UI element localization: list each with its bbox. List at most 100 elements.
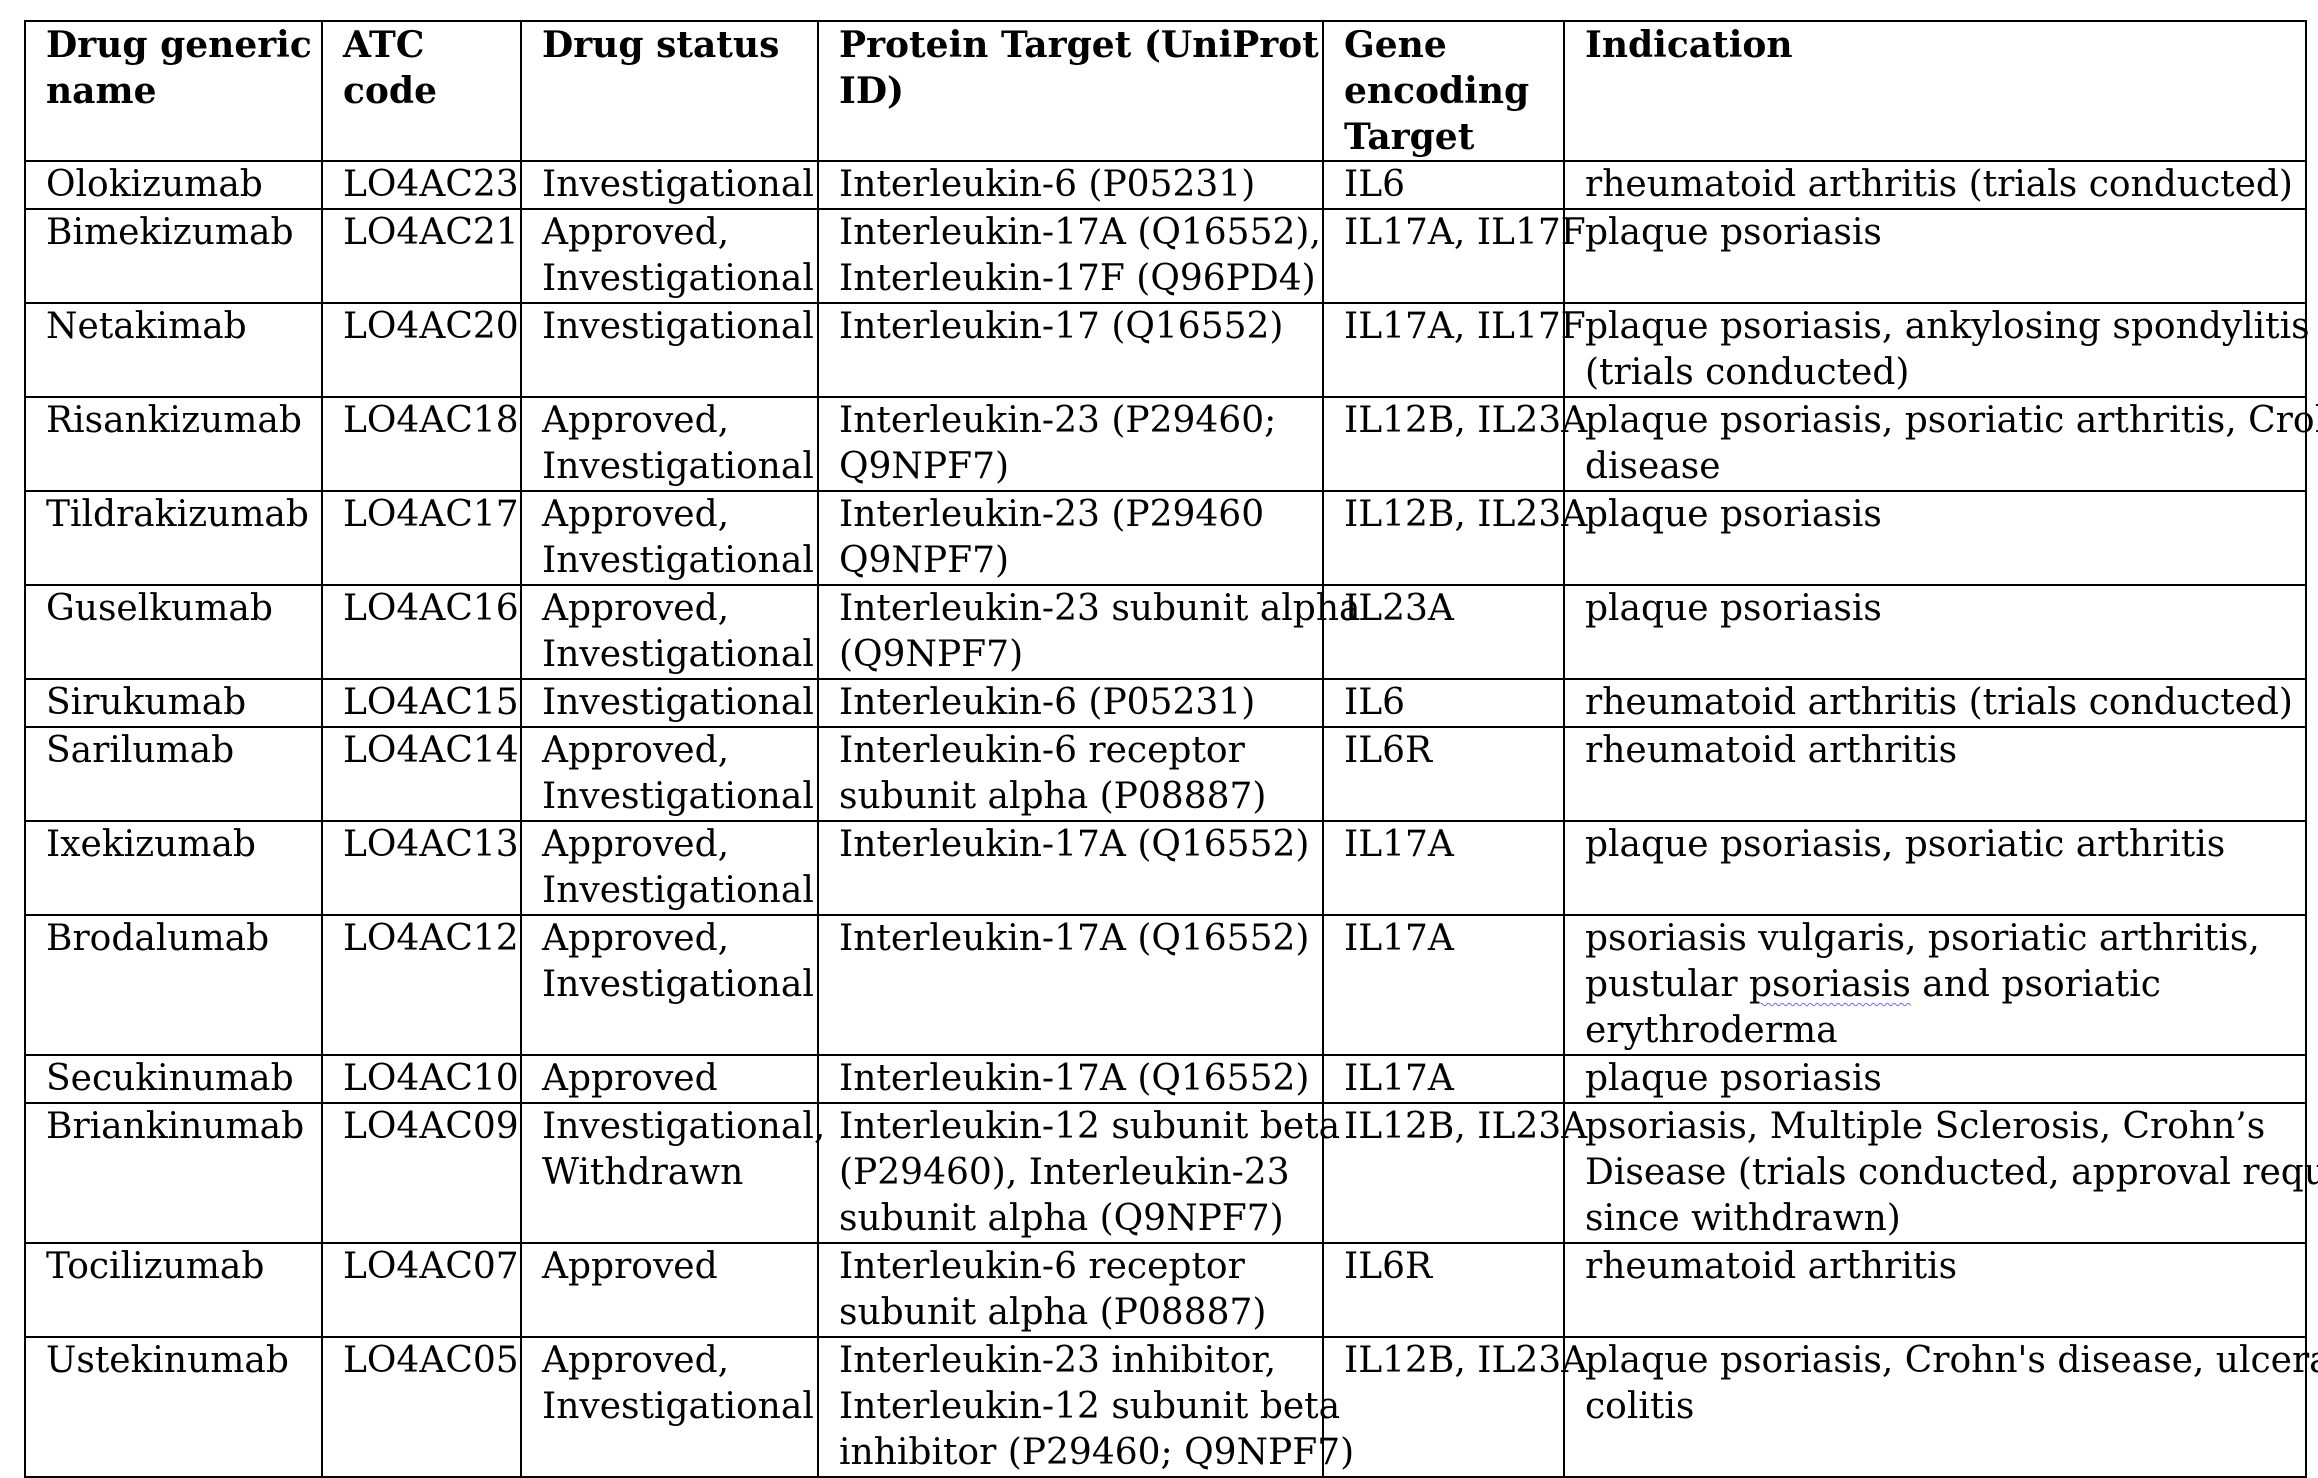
cell-text: LO4AC23 [343,164,519,205]
cell-indication: plaque psoriasis [1563,208,2307,304]
cell-indication: rheumatoid arthritis [1563,1242,2307,1338]
cell-drug-name: Tildrakizumab [24,490,323,586]
header-text: Drug status [542,24,780,66]
cell-text: psoriasis, Multiple Sclerosis, Crohn’s [1585,1106,2266,1147]
cell-text: IL12B, IL23A [1344,1340,1588,1381]
header-text: Drug generic [46,24,312,66]
table-header-row: Drug generic name ATC code Drug status Protei… [24,20,2307,162]
cell-text: (Q9NPF7) [839,634,1024,675]
cell-text: Investigational [542,964,814,1005]
cell-drug-status: Investigational, Withdrawn [520,1102,826,1244]
cell-text: plaque psoriasis [1585,588,1882,629]
header-text: Target [1344,116,1475,158]
cell-drug-status: Approved, Investigational [520,820,819,916]
cell-text: IL6 [1344,682,1406,723]
cell-text: (P29460), Interleukin-23 [839,1152,1290,1193]
cell-text: Interleukin-6 (P05231) [839,682,1256,723]
cell-gene-target: IL12B, IL23A [1322,1102,1587,1244]
table-row: Risankizumab LO4AC18 Approved, Investigatio… [24,396,2318,492]
cell-text: Interleukin-23 (P29460 [839,494,1265,535]
cell-text: Investigational [542,634,814,675]
cell-text: Interleukin-12 subunit beta [839,1386,1341,1427]
cell-gene-target: IL17A, IL17F [1322,302,1586,398]
cell-atc-code: LO4AC13 [321,820,522,916]
cell-text: Interleukin-6 receptor [839,1246,1245,1287]
cell-drug-name: Sarilumab [24,726,323,822]
cell-text: Interleukin-23 inhibitor, [839,1340,1277,1381]
cell-atc-code: LO4AC23 [321,160,522,210]
header-drug-status: Drug status [520,20,819,162]
cell-drug-status: Investigational [520,160,819,210]
cell-text: Secukinumab [46,1058,294,1099]
cell-text: Interleukin-12 subunit beta [839,1106,1341,1147]
table-row: Sarilumab LO4AC14 Approved, Investigational… [24,726,2307,822]
cell-text: Approved, [542,1340,730,1381]
cell-text: plaque psoriasis, Crohn's disease, ulcer… [1585,1340,2318,1381]
cell-drug-status: Investigational [520,678,819,728]
cell-text: erythroderma [1585,1010,1838,1051]
cell-text: Approved, [542,400,730,441]
cell-text: rheumatoid arthritis [1585,1246,1958,1287]
cell-text: LO4AC16 [343,588,519,629]
cell-text: Interleukin-17A (Q16552) [839,918,1310,959]
cell-drug-name: Bimekizumab [24,208,323,304]
cell-text: Investigational, [542,1106,826,1147]
cell-text: IL23A [1344,588,1454,629]
cell-text: Approved, [542,918,730,959]
header-text: code [343,70,438,112]
cell-indication: plaque psoriasis, Crohn's disease, ulcer… [1563,1336,2318,1478]
cell-text: IL17A, IL17F [1344,212,1586,253]
cell-text: Approved, [542,824,730,865]
cell-gene-target: IL12B, IL23A [1322,490,1587,586]
cell-text: rheumatoid arthritis (trials conducted) [1585,164,2293,205]
cell-text: Investigational [542,258,814,299]
cell-drug-status: Approved, Investigational [520,584,819,680]
cell-protein-target: Interleukin-6 (P05231) [817,160,1324,210]
cell-drug-name: Ixekizumab [24,820,323,916]
cell-text: rheumatoid arthritis [1585,730,1958,771]
cell-text: LO4AC18 [343,400,519,441]
cell-indication: plaque psoriasis [1563,1054,2307,1104]
cell-gene-target: IL17A [1322,914,1565,1056]
cell-drug-status: Approved, Investigational [520,914,819,1056]
table-row: Sirukumab LO4AC15 Investigational Interleuk… [24,678,2307,728]
cell-drug-name: Secukinumab [24,1054,323,1104]
cell-text: disease [1585,446,1721,487]
cell-text: Interleukin-17 (Q16552) [839,306,1284,347]
cell-text: Approved [542,1246,718,1287]
cell-drug-status: Approved [520,1054,819,1104]
cell-protein-target: Interleukin-6 (P05231) [817,678,1324,728]
cell-text: LO4AC14 [343,730,519,771]
cell-text: Investigational [542,540,814,581]
cell-text: IL17A, IL17F [1344,306,1586,347]
cell-text: IL6 [1344,164,1406,205]
table-row: Ustekinumab LO4AC05 Approved, Investigation… [24,1336,2318,1478]
table-row: Guselkumab LO4AC16 Approved, Investigationa… [24,584,2307,680]
cell-protein-target: Interleukin-17A (Q16552) [817,1054,1324,1104]
cell-atc-code: LO4AC09 [321,1102,522,1244]
header-text: ID) [839,70,905,112]
cell-text: Disease (trials conducted, approval requ… [1585,1152,2318,1193]
cell-protein-target: Interleukin-17A (Q16552), Interleukin-17F… [817,208,1324,304]
header-text: Protein Target (UniProt [839,24,1319,66]
cell-text: Approved, [542,494,730,535]
cell-indication: plaque psoriasis, psoriatic arthritis, C… [1563,396,2318,492]
table-row: Secukinumab LO4AC10 Approved Interleukin-17… [24,1054,2307,1104]
cell-atc-code: LO4AC20 [321,302,522,398]
cell-atc-code: LO4AC10 [321,1054,522,1104]
cell-text: Investigational [542,1386,814,1427]
cell-text: Bimekizumab [46,212,294,253]
table-row: Netakimab LO4AC20 Investigational Interleuk… [24,302,2310,398]
table-row: Ixekizumab LO4AC13 Approved, Investigationa… [24,820,2307,916]
cell-text: Ixekizumab [46,824,256,865]
table-row: Tildrakizumab LO4AC17 Approved, Investigati… [24,490,2307,586]
cell-drug-name: Brodalumab [24,914,323,1056]
cell-atc-code: LO4AC12 [321,914,522,1056]
cell-atc-code: LO4AC15 [321,678,522,728]
cell-text: Investigational [542,164,814,205]
cell-atc-code: LO4AC05 [321,1336,522,1478]
cell-drug-status: Approved, Investigational [520,396,819,492]
cell-drug-status: Investigational [520,302,819,398]
cell-atc-code: LO4AC21 [321,208,522,304]
cell-text: LO4AC07 [343,1246,519,1287]
